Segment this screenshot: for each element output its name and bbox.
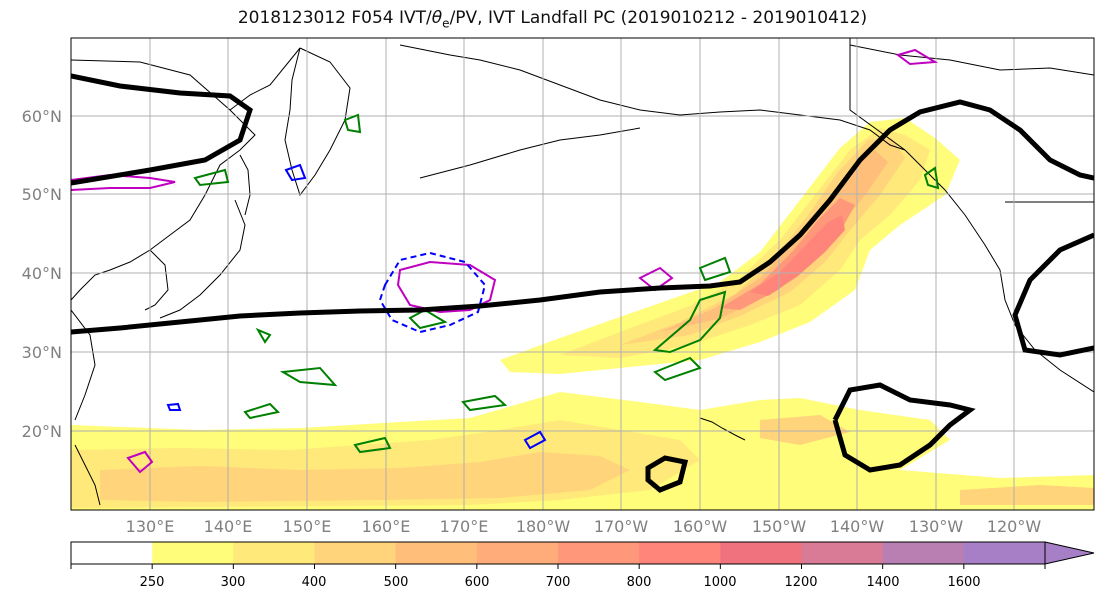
cb-label-500: 500 [384,575,409,590]
lon-label-170e: 170°E [440,517,489,536]
coast-alaska [399,44,906,151]
pv-green-11 [343,113,362,134]
ivt-band-400c [960,485,1094,505]
coast-china [71,309,96,421]
lon-label-150w: 150°W [752,517,807,536]
ivt-band-400 [100,452,630,502]
colorbar-cell [639,542,721,564]
colorbar-ticks [70,564,1046,569]
graticule [71,38,1094,510]
cb-label-1600: 1600 [947,575,980,590]
lon-label-160w: 160°W [673,517,728,536]
lon-label-140e: 140°E [204,517,253,536]
lat-label-60: 60°N [22,107,62,126]
cb-label-1000: 1000 [703,575,736,590]
colorbar-cells [71,542,1046,564]
ar-band-700 [720,198,855,310]
ar-band-400 [620,138,905,345]
cb-label-300: 300 [221,575,246,590]
cb-label-600: 600 [465,575,490,590]
lat-label-40: 40°N [22,264,62,283]
pv-green-2 [698,256,732,282]
lon-label-120w: 120°W [987,517,1042,536]
colorbar-cell [963,542,1046,564]
colorbar-cell [558,542,640,564]
colorbar-tick-labels: 250 300 400 500 600 700 800 1000 1200 14… [140,575,981,590]
pv-magenta-sw [126,450,154,474]
pv-green-12 [923,166,940,190]
colorbar-cell [882,542,965,564]
pv-magenta-east [638,266,674,292]
theta-e-asia-contour [71,73,253,186]
ivt-shading [71,118,1094,510]
pv-green-8 [255,327,272,344]
lat-label-30: 30°N [22,343,62,362]
cb-label-800: 800 [627,575,652,590]
cb-label-250: 250 [140,575,165,590]
lat-labels: 60°N 50°N 40°N 30°N 20°N [22,107,62,441]
pv-green-4 [279,366,338,387]
colorbar-extend-arrow [1044,541,1095,565]
colorbar-cell [720,542,802,564]
cb-label-1200: 1200 [784,575,817,590]
theta-e-main-contour [71,99,1094,335]
pv-magenta-arctic [895,48,939,66]
lon-label-140w: 140°W [830,517,885,536]
pv-green-3 [653,356,702,382]
colorbar-cell [395,542,478,564]
theta-e-contours [71,73,1094,493]
coast-aleutians [419,127,641,179]
lat-label-50: 50°N [22,185,62,204]
title-theta-sub: e [442,16,450,31]
pv-blue-dashed-contour [378,251,487,334]
lon-label-130e: 130°E [126,517,175,536]
pv-blue-2 [523,430,547,450]
coast-sakhalin [239,154,251,216]
pv-green-9 [408,308,448,330]
coast-korea [144,249,169,311]
title-theta: θ [431,8,443,28]
theta-e-subtropical-contour [832,382,976,473]
coast-philippines [74,444,101,506]
pv-green-10 [193,168,230,187]
pv-green-6 [243,402,281,420]
lon-label-180w: 180°W [516,517,571,536]
colorbar-cell [314,542,397,564]
pv-green-1 [652,290,727,354]
theta-e-small-contour [645,455,689,493]
ar-band-800 [750,215,845,296]
map-title: 2018123012 F054 IVT/θe/PV, IVT Landfall … [0,8,1105,30]
pv-blue-1 [284,163,307,182]
colorbar-cell [801,542,884,564]
pv-blue-3 [166,402,182,411]
coast-na-west [904,149,1094,393]
pv-green-7 [353,436,392,454]
pv-green-5 [461,394,508,412]
coast-arctic [849,44,1094,76]
colorbar-cell [233,542,315,564]
title-prefix: 2018123012 F054 IVT/ [237,8,432,28]
lon-label-160e: 160°E [362,517,411,536]
map-frame [70,37,1095,511]
coast-japan [159,199,246,319]
title-suffix: /PV, IVT Landfall PC (2019010212 - 20190… [449,8,868,28]
lon-label-130w: 130°W [909,517,964,536]
coast-hawaii [699,417,746,441]
ivt-band-400b [760,415,850,445]
colorbar-cell [476,542,559,564]
lon-labels: 130°E 140°E 150°E 160°E 170°E 180°W 170°… [126,517,1042,536]
colorbar: 250 300 400 500 600 700 800 1000 1200 14… [70,541,1095,590]
theta-e-east-contour [1012,232,1094,358]
coast-kamchatka [284,47,351,197]
lon-label-150e: 150°E [283,517,332,536]
cb-label-1400: 1400 [866,575,899,590]
colorbar-cell [71,542,153,564]
colorbar-cell [152,542,234,564]
cb-label-400: 400 [302,575,327,590]
cb-label-700: 700 [546,575,571,590]
lon-label-170w: 170°W [594,517,649,536]
lat-label-20: 20°N [22,422,62,441]
